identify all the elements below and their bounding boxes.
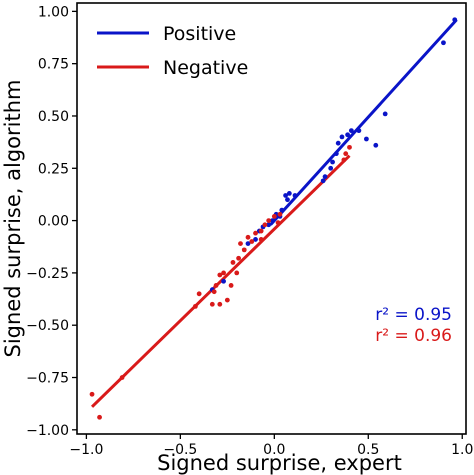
data-point-positive: [221, 278, 226, 284]
data-point-negative: [238, 241, 243, 247]
data-point-positive: [345, 132, 351, 138]
legend-label-negative: Negative: [163, 57, 248, 79]
r-squared-positive: r² = 0.95: [375, 305, 452, 325]
data-point-positive: [335, 140, 341, 146]
data-point-negative: [209, 301, 215, 307]
data-point-negative: [249, 239, 255, 244]
y-axis-ticks: −1.00 −0.75 −0.50 −0.25 0.00 0.25 0.50 0.75 1.00: [26, 4, 77, 439]
y-tick-label: 1.00: [38, 4, 69, 20]
data-point-negative: [341, 157, 347, 163]
data-point-negative: [347, 144, 352, 150]
data-point-negative: [89, 391, 95, 397]
data-point-positive: [266, 222, 272, 228]
data-point-negative: [253, 230, 258, 236]
plot-area: [89, 17, 458, 420]
r-squared-negative: r² = 0.96: [375, 326, 452, 346]
data-point-negative: [262, 222, 268, 228]
data-point-negative: [277, 211, 283, 217]
x-tick-label: 0.0: [263, 442, 285, 458]
data-point-negative: [211, 289, 217, 295]
data-point-negative: [266, 218, 272, 223]
data-point-negative: [245, 234, 251, 240]
data-point-negative: [221, 270, 226, 276]
data-point-positive: [364, 136, 369, 142]
data-point-negative: [224, 297, 230, 303]
y-tick-label: 0.75: [38, 57, 69, 73]
data-point-negative: [119, 375, 125, 380]
data-point-positive: [270, 218, 275, 223]
data-point-negative: [258, 228, 264, 234]
data-point-negative: [275, 220, 281, 226]
y-axis-label: Signed surprise, algorithm: [1, 80, 25, 358]
x-tick-label: −1.0: [69, 442, 103, 458]
data-point-negative: [258, 237, 264, 242]
data-point-positive: [333, 151, 339, 157]
data-point-positive: [373, 142, 379, 148]
data-point-positive: [348, 128, 354, 134]
data-point-negative: [271, 214, 277, 219]
data-point-positive: [245, 241, 251, 247]
y-tick-label: −1.00: [26, 423, 69, 439]
data-point-positive: [452, 17, 458, 23]
legend: Positive Negative: [97, 23, 248, 79]
y-tick-label: 0.00: [38, 214, 69, 230]
data-point-positive: [322, 174, 328, 180]
data-point-negative: [196, 291, 202, 297]
x-tick-label: 0.5: [357, 442, 379, 458]
data-point-positive: [253, 237, 258, 242]
y-tick-label: −0.25: [26, 266, 69, 282]
y-tick-label: −0.75: [26, 371, 69, 387]
data-point-negative: [192, 303, 198, 309]
legend-label-positive: Positive: [163, 23, 236, 45]
data-point-positive: [356, 128, 362, 134]
data-point-negative: [97, 414, 102, 420]
fit-line-positive: [269, 18, 458, 226]
data-point-negative: [217, 301, 223, 307]
y-tick-label: −0.50: [26, 318, 69, 334]
data-point-positive: [292, 193, 298, 198]
data-point-negative: [213, 283, 219, 288]
data-point-positive: [382, 111, 388, 117]
x-tick-label: −0.5: [163, 442, 197, 458]
data-point-positive: [320, 178, 326, 184]
data-point-negative: [228, 283, 234, 288]
data-point-negative: [343, 151, 349, 157]
data-point-negative: [236, 255, 242, 261]
x-axis-label: Signed surprise, expert: [157, 451, 402, 475]
fit-line-negative: [90, 154, 351, 408]
data-point-positive: [279, 207, 285, 213]
data-point-negative: [234, 270, 240, 276]
data-point-positive: [330, 159, 335, 165]
data-point-positive: [285, 197, 290, 203]
data-point-positive: [283, 193, 288, 198]
data-point-negative: [230, 260, 236, 265]
data-point-positive: [339, 134, 345, 140]
y-tick-label: 0.50: [38, 109, 69, 125]
y-tick-label: 0.25: [38, 161, 69, 177]
x-tick-label: 1.0: [451, 442, 473, 458]
data-point-negative: [217, 272, 223, 278]
data-point-positive: [286, 190, 292, 196]
data-point-positive: [328, 165, 334, 171]
x-axis-ticks: −1.0 −0.5 0.0 0.5 1.0: [69, 434, 473, 458]
plot-frame: [76, 2, 467, 435]
data-point-negative: [241, 247, 247, 253]
data-point-positive: [441, 40, 446, 46]
